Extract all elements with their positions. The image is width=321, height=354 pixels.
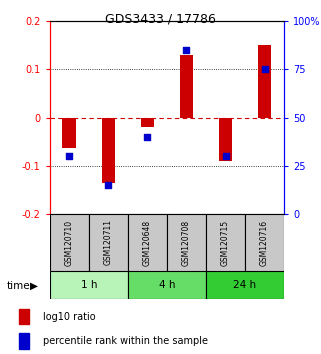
Bar (167, 214, 206, 271)
Bar (180, 55, 193, 118)
Text: GSM120711: GSM120711 (104, 219, 113, 266)
Text: 1 h: 1 h (81, 280, 97, 290)
Bar (50, 271, 128, 299)
Bar (219, 118, 232, 161)
Bar (19, 309, 29, 324)
Text: GSM120715: GSM120715 (221, 219, 230, 266)
Bar (206, 271, 284, 299)
Bar (63, 118, 76, 148)
Point (145, 134, 150, 140)
Bar (101, 118, 115, 183)
Bar (245, 214, 284, 271)
Text: ▶: ▶ (30, 281, 38, 291)
Text: GSM120708: GSM120708 (182, 219, 191, 266)
Text: GDS3433 / 17786: GDS3433 / 17786 (105, 12, 216, 25)
Point (262, 67, 267, 72)
Text: 4 h: 4 h (159, 280, 175, 290)
Point (67, 154, 72, 159)
Text: 24 h: 24 h (233, 280, 256, 290)
Text: GSM120716: GSM120716 (260, 219, 269, 266)
Text: log10 ratio: log10 ratio (43, 312, 96, 322)
Text: GSM120648: GSM120648 (143, 219, 152, 266)
Bar (258, 45, 271, 118)
Point (184, 47, 189, 53)
Text: time: time (6, 281, 30, 291)
Bar (19, 333, 29, 349)
Bar (89, 214, 128, 271)
Point (106, 182, 111, 188)
Point (223, 154, 228, 159)
Bar (128, 214, 167, 271)
Bar (141, 118, 154, 127)
Bar (128, 271, 206, 299)
Bar (206, 214, 245, 271)
Text: percentile rank within the sample: percentile rank within the sample (43, 336, 208, 346)
Bar (50, 214, 89, 271)
Text: GSM120710: GSM120710 (65, 219, 74, 266)
